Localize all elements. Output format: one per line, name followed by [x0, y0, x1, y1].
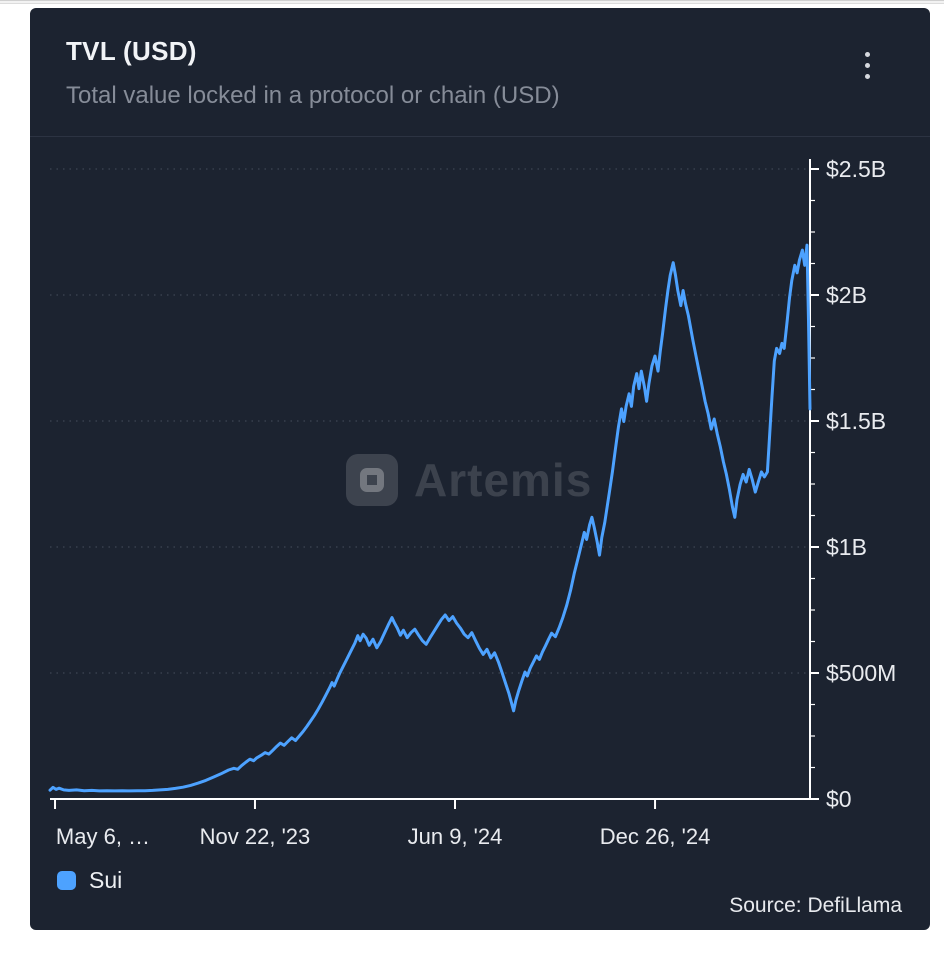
legend: Sui: [57, 867, 122, 894]
svg-text:$2.5B: $2.5B: [826, 156, 886, 182]
kebab-dot: [865, 74, 870, 79]
card-header: TVL (USD) Total value locked in a protoc…: [30, 8, 930, 137]
svg-text:May 6, …: May 6, …: [56, 824, 150, 849]
chart-area[interactable]: Artemis $0 $500M $1B $1.5B $2B $2.5B May 6, … N…: [30, 137, 930, 867]
tvl-line-chart[interactable]: $0 $500M $1B $1.5B $2B $2.5B May 6, … Nov 22, '…: [30, 137, 930, 867]
source-attribution: Source: DefiLlama: [729, 894, 902, 917]
svg-text:Jun 9, '24: Jun 9, '24: [408, 824, 503, 849]
svg-text:$1.5B: $1.5B: [826, 408, 886, 434]
chart-title: TVL (USD): [66, 36, 197, 66]
svg-text:$500M: $500M: [826, 660, 896, 686]
svg-text:$2B: $2B: [826, 282, 867, 308]
svg-text:Nov 22, '23: Nov 22, '23: [200, 824, 311, 849]
tvl-chart-card: TVL (USD) Total value locked in a protoc…: [30, 8, 930, 930]
svg-text:$0: $0: [826, 786, 852, 812]
legend-label-sui[interactable]: Sui: [89, 867, 123, 893]
chart-subtitle: Total value locked in a protocol or chai…: [66, 82, 560, 109]
svg-text:Dec 26, '24: Dec 26, '24: [600, 824, 711, 849]
kebab-menu-icon[interactable]: [861, 48, 874, 83]
legend-swatch-sui[interactable]: [57, 871, 76, 890]
svg-text:$1B: $1B: [826, 534, 867, 560]
kebab-dot: [865, 52, 870, 57]
kebab-dot: [865, 63, 870, 68]
page-top-edge: [0, 0, 944, 4]
